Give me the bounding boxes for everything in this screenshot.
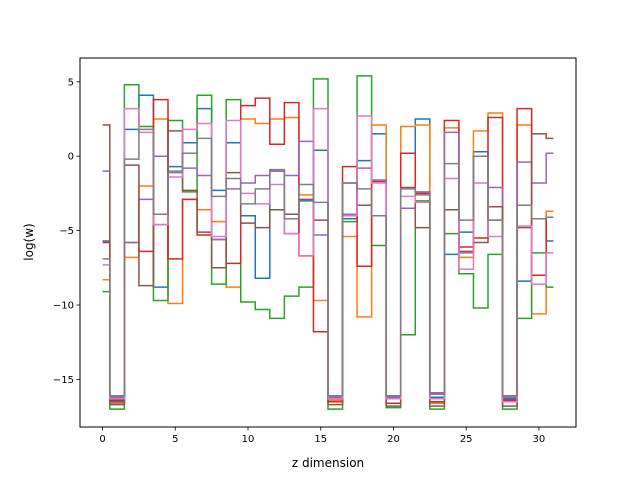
x-tick-label: 25 [460, 434, 473, 445]
x-axis: 0 5 10 15 20 25 30 [99, 427, 545, 445]
x-tick-label: 15 [314, 434, 327, 445]
y-tick-label: −5 [59, 226, 74, 237]
y-tick-label: 0 [68, 152, 74, 163]
y-tick-label: −15 [53, 375, 74, 386]
x-axis-label: z dimension [292, 456, 364, 470]
y-axis: −15 −10 −5 0 5 [53, 77, 80, 386]
x-tick-label: 5 [172, 434, 178, 445]
y-tick-label: −10 [53, 300, 74, 311]
y-tick-label: 5 [68, 77, 74, 88]
x-tick-label: 20 [387, 434, 400, 445]
series-layer [102, 75, 554, 410]
plot-frame [79, 57, 577, 428]
x-tick-label: 10 [242, 434, 255, 445]
y-axis-label: log(w) [22, 223, 36, 260]
x-tick-label: 0 [99, 434, 105, 445]
x-tick-label: 30 [533, 434, 546, 445]
series-line-8 [102, 128, 554, 397]
